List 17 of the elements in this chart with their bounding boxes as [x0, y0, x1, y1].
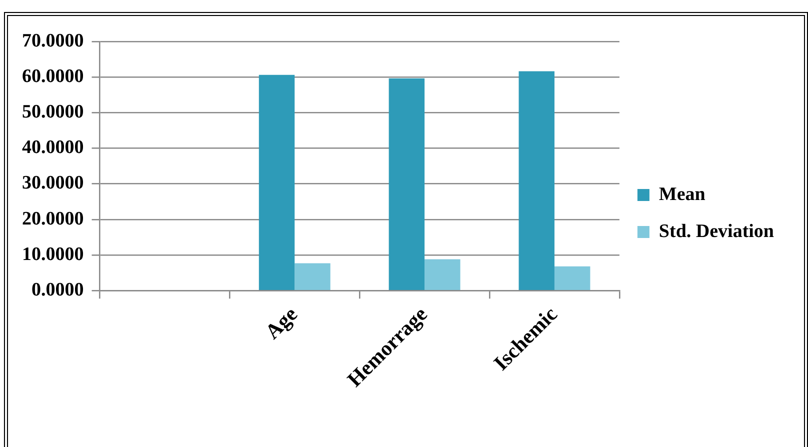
y-tick-label: 30.0000 — [22, 172, 84, 194]
y-tick-label: 10.0000 — [22, 244, 84, 265]
bar — [294, 263, 330, 290]
y-tick-label: 60.0000 — [22, 66, 84, 87]
y-tick-label: 70.0000 — [22, 30, 84, 52]
y-tick-label: 0.0000 — [32, 280, 84, 301]
bar — [388, 78, 425, 290]
bar — [424, 259, 460, 290]
y-tick-label: 40.0000 — [22, 137, 84, 158]
bar — [554, 266, 590, 290]
legend-label: Mean — [658, 184, 706, 205]
bar — [518, 71, 554, 290]
x-tick-label: Age — [260, 302, 302, 344]
y-tick-label: 50.0000 — [22, 102, 84, 123]
y-tick-label: 20.0000 — [22, 208, 84, 230]
legend-label: Std. Deviation — [658, 220, 774, 242]
bar — [258, 74, 295, 290]
